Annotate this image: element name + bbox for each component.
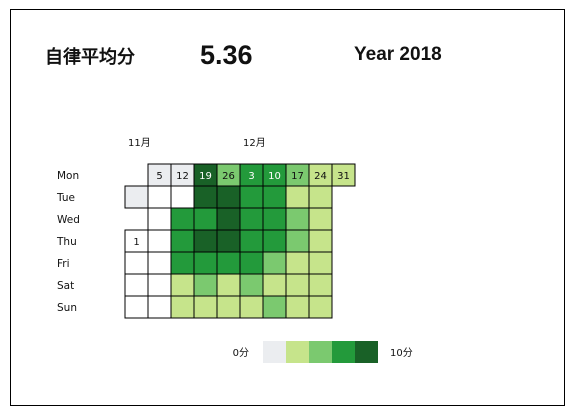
day-label: Tue bbox=[56, 192, 75, 204]
heatmap-cell bbox=[216, 251, 241, 275]
heatmap-cell bbox=[216, 273, 241, 297]
legend-swatch bbox=[286, 341, 309, 363]
heatmap-cell bbox=[193, 251, 218, 275]
heatmap-cell bbox=[308, 185, 333, 209]
heatmap-cell bbox=[124, 185, 149, 209]
heatmap-cell bbox=[170, 229, 195, 253]
legend-swatch bbox=[263, 341, 286, 363]
heatmap-cell bbox=[193, 185, 218, 209]
heatmap-cell bbox=[147, 185, 172, 209]
heatmap-cell bbox=[308, 295, 333, 319]
day-label: Thu bbox=[56, 236, 77, 248]
heatmap-cell bbox=[216, 185, 241, 209]
heatmap-cell bbox=[124, 251, 149, 275]
heatmap-cell bbox=[193, 207, 218, 231]
heatmap-cell bbox=[147, 229, 172, 253]
heatmap-cell bbox=[331, 163, 356, 187]
heatmap-cell bbox=[147, 207, 172, 231]
legend-swatch bbox=[355, 341, 378, 363]
legend-max-label: 10分 bbox=[390, 347, 413, 359]
heatmap-cell bbox=[124, 273, 149, 297]
legend-min-label: 0分 bbox=[233, 347, 249, 359]
chart-title: 自律平均分 bbox=[45, 47, 135, 68]
heatmap-cell bbox=[262, 273, 287, 297]
month-label: 11月 bbox=[128, 137, 151, 149]
heatmap-cell bbox=[124, 295, 149, 319]
heatmap-cell bbox=[308, 229, 333, 253]
heatmap-cell bbox=[262, 295, 287, 319]
heatmap-cell bbox=[193, 229, 218, 253]
heatmap-cell bbox=[147, 295, 172, 319]
month-label: 12月 bbox=[243, 137, 266, 149]
heatmap-cell bbox=[308, 251, 333, 275]
heatmap-cell bbox=[262, 207, 287, 231]
day-label: Mon bbox=[57, 170, 79, 182]
heatmap-cell bbox=[285, 185, 310, 209]
heatmap-cell bbox=[239, 229, 264, 253]
heatmap-cell bbox=[170, 207, 195, 231]
heatmap-cell bbox=[239, 251, 264, 275]
cell-date-label: 26 bbox=[222, 171, 235, 182]
heatmap-cell bbox=[216, 207, 241, 231]
heatmap-cell bbox=[285, 295, 310, 319]
heatmap-cell bbox=[239, 295, 264, 319]
heatmap-cell bbox=[216, 229, 241, 253]
day-label: Fri bbox=[57, 258, 70, 270]
heatmap-cell bbox=[239, 185, 264, 209]
cell-date-label: 1 bbox=[133, 237, 139, 248]
heatmap-cell bbox=[285, 229, 310, 253]
cell-date-label: 12 bbox=[176, 171, 189, 182]
year-label: Year 2018 bbox=[354, 44, 442, 65]
legend-swatch bbox=[332, 341, 355, 363]
heatmap-cell bbox=[262, 185, 287, 209]
heatmap-cell bbox=[285, 273, 310, 297]
heatmap-cell bbox=[308, 207, 333, 231]
day-label: Wed bbox=[57, 214, 80, 226]
heatmap-cell bbox=[262, 229, 287, 253]
heatmap-cell bbox=[170, 185, 195, 209]
cell-date-label: 3 bbox=[248, 171, 254, 182]
day-label: Sun bbox=[57, 302, 77, 314]
heatmap-cell bbox=[262, 251, 287, 275]
day-label: Sat bbox=[57, 280, 74, 292]
heatmap-cell bbox=[170, 251, 195, 275]
cell-date-label: 17 bbox=[291, 171, 304, 182]
legend-swatch bbox=[309, 341, 332, 363]
heatmap-cell bbox=[193, 295, 218, 319]
heatmap-cell bbox=[239, 273, 264, 297]
heatmap-cell bbox=[308, 273, 333, 297]
average-score: 5.36 bbox=[200, 40, 253, 70]
heatmap-cell bbox=[170, 273, 195, 297]
heatmap-cell bbox=[239, 207, 264, 231]
heatmap-cell bbox=[285, 251, 310, 275]
heatmap-cell bbox=[216, 295, 241, 319]
cell-date-label: 31 bbox=[337, 171, 350, 182]
heatmap-cell bbox=[147, 251, 172, 275]
heatmap-cell bbox=[147, 273, 172, 297]
cell-date-label: 10 bbox=[268, 171, 281, 182]
cell-date-label: 24 bbox=[314, 171, 327, 182]
heatmap-cell bbox=[285, 207, 310, 231]
cell-date-label: 5 bbox=[156, 171, 162, 182]
heatmap-cell bbox=[193, 273, 218, 297]
cell-date-label: 19 bbox=[199, 171, 212, 182]
heatmap-cell bbox=[170, 295, 195, 319]
